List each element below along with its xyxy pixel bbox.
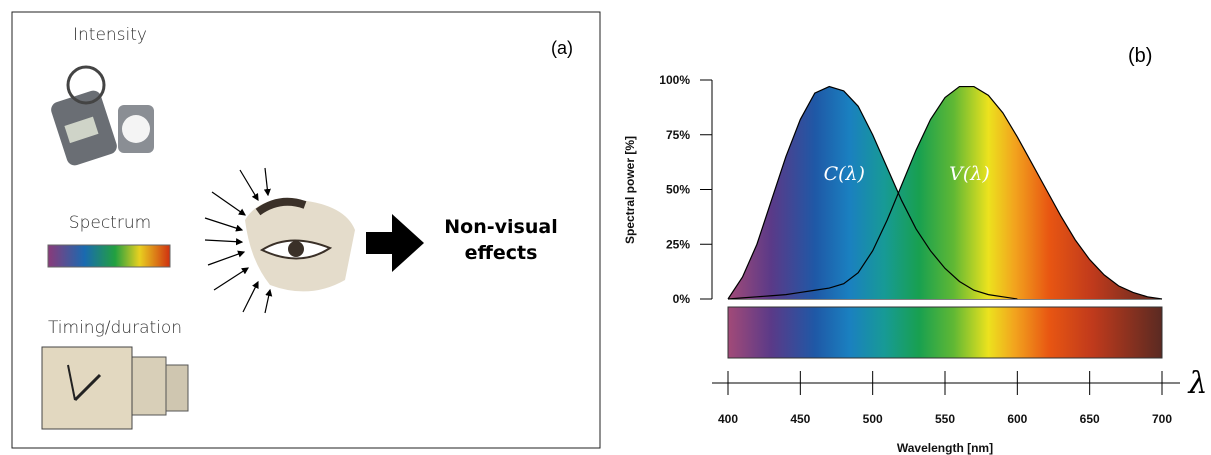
input-label: Spectrum <box>69 213 151 233</box>
series-label: V(λ) <box>949 163 990 185</box>
spectrum-icon <box>47 244 171 268</box>
clock-icon <box>41 346 189 430</box>
panel-frame <box>11 11 601 449</box>
eye-icon <box>245 197 355 292</box>
x-tick-label: 650 <box>1080 412 1100 426</box>
x-tick-label: 400 <box>718 412 738 426</box>
x-tick-label: 600 <box>1007 412 1027 426</box>
x-tick-label: 550 <box>935 412 955 426</box>
light-arrows <box>204 167 273 314</box>
y-tick-label: 25% <box>666 237 690 251</box>
big-arrow <box>366 214 424 272</box>
spectrum-bar <box>727 306 1163 359</box>
x-tick-label: 500 <box>863 412 883 426</box>
y-tick-label: 100% <box>659 73 690 87</box>
series-label: C(λ) <box>824 163 865 185</box>
panel-label: (a) <box>551 38 573 58</box>
y-axis-title: Spectral power [%] <box>623 136 637 244</box>
x-tick-label: 450 <box>790 412 810 426</box>
area-line <box>727 85 1163 300</box>
area-fill <box>728 86 1018 299</box>
y-tick-label: 75% <box>666 128 690 142</box>
x-tick-label: 700 <box>1152 412 1172 426</box>
lambda-symbol: λ <box>1187 366 1207 401</box>
x-axis-title: Wavelength [nm] <box>897 441 993 455</box>
area-line <box>727 85 1018 300</box>
input-label: Timing/duration <box>48 318 182 338</box>
y-tick-label: 0% <box>673 292 691 306</box>
input-label: Intensity <box>73 25 147 45</box>
y-tick-label: 50% <box>666 183 690 197</box>
light-meter-icon <box>51 65 154 166</box>
panel-label: (b) <box>1128 45 1152 67</box>
output-label: Non-visual effects <box>444 216 558 264</box>
area-fill <box>728 86 1162 299</box>
